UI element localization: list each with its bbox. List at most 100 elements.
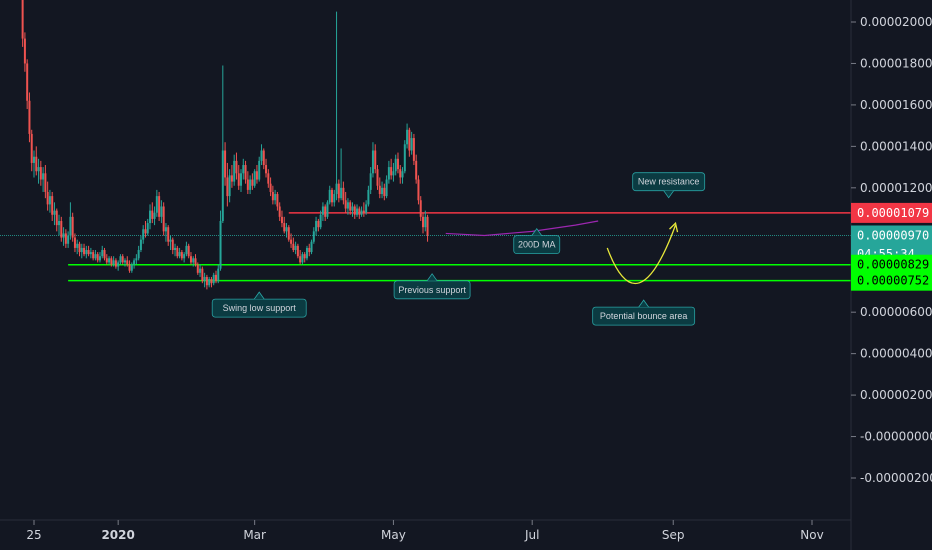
candle-body [112, 260, 115, 265]
candle-body [169, 239, 172, 242]
candle-body [301, 254, 304, 263]
candle-body [399, 169, 402, 178]
y-tick-label: 0.00001800 [860, 56, 932, 70]
candle-body [103, 250, 106, 259]
candle-body [292, 243, 295, 250]
candle-body [194, 258, 197, 265]
candle-body [378, 185, 381, 195]
candle-body [367, 189, 370, 205]
candle-body [331, 189, 334, 203]
candle-body [415, 160, 418, 180]
candle-body [149, 210, 152, 224]
candle-body [383, 187, 386, 197]
callout-previous-support[interactable]: Previous support [393, 273, 471, 300]
candle-body [278, 206, 281, 217]
candle-body [417, 179, 420, 201]
candle-body [235, 160, 238, 174]
candle-body [294, 245, 297, 250]
candle-body [285, 227, 288, 232]
candle-body [356, 208, 359, 215]
candle-body [192, 258, 195, 263]
candle-body [369, 173, 372, 190]
candle-body [358, 208, 361, 215]
candle-body [265, 165, 268, 174]
candle-body [410, 138, 413, 151]
candle-body [324, 206, 327, 217]
callout-200d-ma[interactable]: 200D MA [513, 227, 561, 255]
callout-label: Previous support [398, 285, 466, 295]
candle-body [158, 196, 161, 217]
price-badge-label: 0.00000752 [857, 274, 929, 288]
candle-body [137, 250, 140, 259]
candle-body [83, 247, 86, 255]
candle-body [342, 187, 345, 201]
candle-body [317, 220, 320, 228]
candle-body [326, 202, 329, 217]
ma200-line [445, 220, 599, 237]
candle-body [133, 260, 136, 265]
y-tick-label: 0.00001600 [860, 98, 932, 112]
price-badge-label: 0.00001079 [857, 206, 929, 220]
candle-body [394, 158, 397, 172]
candle-body [58, 220, 61, 226]
candle-body [401, 171, 404, 178]
candle-body [142, 229, 145, 240]
candle-body [255, 171, 258, 180]
y-tick-label: 0.00000200 [860, 388, 932, 402]
candle-body [340, 187, 343, 199]
candle-body [371, 150, 374, 174]
callout-potential-bounce-area[interactable]: Potential bounce area [592, 299, 696, 326]
candle-body [251, 179, 254, 186]
candle-body [62, 233, 65, 238]
candle-body [37, 167, 40, 172]
x-tick-label: May [381, 528, 406, 542]
candle-body [51, 196, 54, 215]
callout-new-resistance[interactable]: New resistance [632, 172, 706, 199]
candle-body [244, 165, 247, 180]
candle-body [262, 150, 265, 166]
candle-body [419, 200, 422, 217]
callout-pointer [426, 273, 438, 282]
candle-body [385, 179, 388, 197]
y-tick-label: -0.00000000 [860, 430, 932, 444]
price-badge-support: 0.00000829 [851, 254, 932, 275]
candle-body [362, 210, 365, 213]
candle-body [422, 216, 424, 228]
candle-body [130, 264, 133, 271]
candle-body [178, 252, 181, 257]
callout-label: 200D MA [518, 240, 556, 250]
price-badge-label: 0.00000829 [857, 258, 929, 272]
candle-body [42, 173, 45, 180]
candle-body [21, 0, 24, 39]
candle-body [390, 167, 393, 176]
candle-body [151, 210, 154, 219]
candle-body [155, 196, 158, 213]
candle-body [196, 264, 199, 273]
candle-body [101, 250, 104, 257]
candle-body [189, 256, 192, 263]
candle-body [337, 183, 340, 199]
price-badge-bg [851, 202, 932, 223]
callout-layer: Swing low support Previous support 200D MA… [211, 172, 706, 326]
callout-swing-low-support[interactable]: Swing low support [211, 291, 307, 318]
candle-body [426, 216, 429, 236]
candle-body [280, 216, 283, 224]
candle-body [267, 173, 270, 184]
candle-body [94, 254, 97, 259]
callout-pointer [638, 299, 649, 308]
candle-body [287, 227, 290, 240]
candle-body [85, 250, 88, 255]
candle-body [108, 258, 111, 263]
y-tick-label: 0.00000600 [860, 305, 932, 319]
candle-body [349, 202, 352, 211]
candle-body [335, 183, 338, 195]
candle-body [258, 160, 261, 180]
overlay-layer [445, 220, 679, 285]
price-badge-resistance: 0.00001079 [851, 202, 932, 223]
callout-label: Swing low support [223, 303, 297, 313]
candle-body [274, 194, 277, 201]
candle-body [253, 171, 256, 186]
candle-body [121, 256, 124, 263]
